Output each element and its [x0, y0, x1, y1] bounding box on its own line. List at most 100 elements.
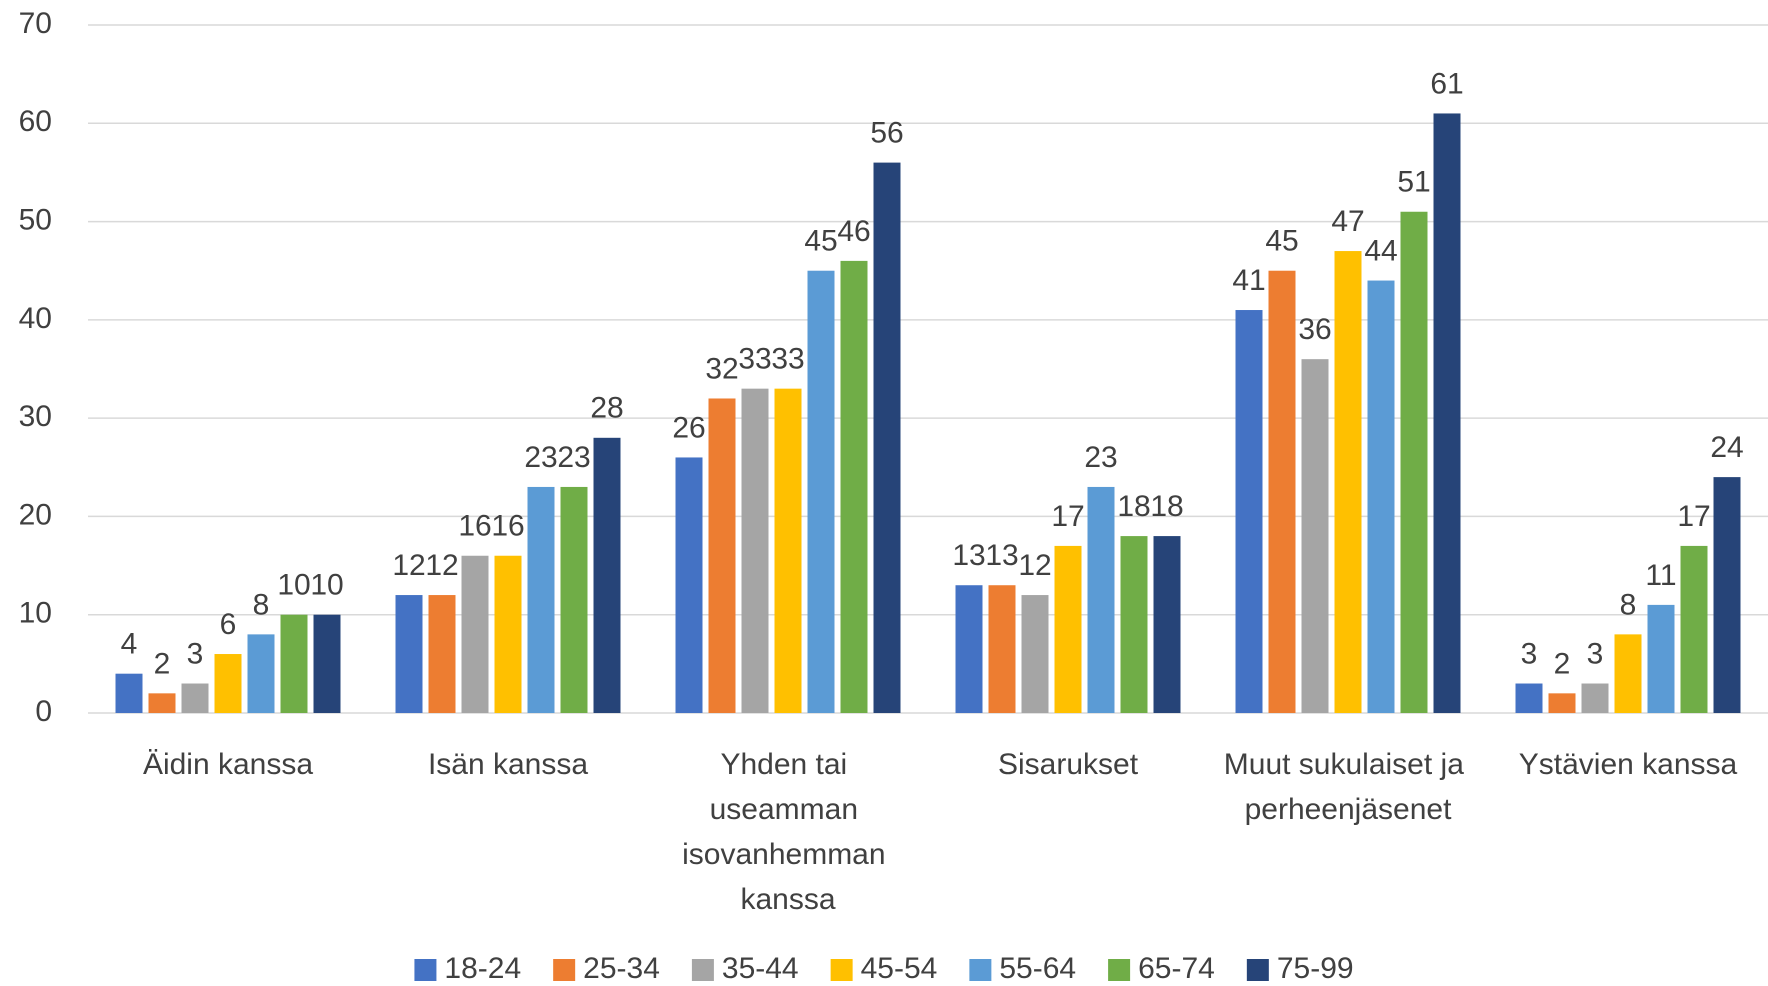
y-tick-label: 40: [19, 302, 52, 335]
bar: [1647, 604, 1675, 713]
bar: [1581, 683, 1609, 713]
x-tick-label: Äidin kanssa: [143, 748, 313, 781]
bar: [1367, 280, 1395, 713]
bar: [1614, 634, 1642, 713]
bar: [873, 162, 901, 714]
bar: [280, 614, 308, 713]
data-label: 16: [458, 510, 491, 543]
data-label: 3: [187, 637, 204, 670]
data-label: 10: [310, 569, 343, 602]
data-label: 12: [1018, 549, 1051, 582]
legend-label: 25-34: [583, 952, 660, 985]
x-tick-label: Yhden tai useamman isovanhemman kanssa: [682, 748, 894, 916]
data-label: 41: [1232, 264, 1265, 297]
bar: [1301, 359, 1329, 713]
bar: [1235, 310, 1263, 713]
bar: [1120, 536, 1148, 713]
legend-swatch: [414, 959, 437, 981]
data-label: 33: [771, 343, 804, 376]
legend-label: 35-44: [722, 952, 799, 985]
data-label: 13: [985, 539, 1018, 572]
data-label: 23: [524, 441, 557, 474]
bar: [395, 595, 423, 713]
bar: [1680, 545, 1708, 713]
y-tick-label: 20: [19, 498, 52, 531]
legend-label: 18-24: [444, 952, 521, 985]
data-label: 32: [705, 352, 738, 385]
bar: [988, 585, 1016, 713]
legend-swatch: [553, 959, 576, 981]
data-label: 3: [1587, 637, 1604, 670]
data-label: 45: [804, 225, 837, 258]
bar: [247, 634, 275, 713]
x-tick-label: Sisarukset: [998, 748, 1139, 781]
data-label: 3: [1521, 637, 1538, 670]
data-label: 23: [1084, 441, 1117, 474]
data-label: 16: [491, 510, 524, 543]
bar: [181, 683, 209, 713]
bar: [807, 270, 835, 713]
x-tick-label: Ystävien kanssa: [1519, 748, 1738, 781]
bar: [774, 388, 802, 713]
bar: [1515, 683, 1543, 713]
y-tick-label: 50: [19, 203, 52, 236]
y-tick-label: 60: [19, 105, 52, 138]
legend-swatch: [830, 959, 853, 981]
legend-label: 45-54: [861, 952, 938, 985]
bar: [527, 486, 555, 713]
bar: [1433, 113, 1461, 713]
bar: [1713, 477, 1741, 713]
bar: [1400, 211, 1428, 713]
bar: [593, 437, 621, 713]
bar: [1153, 536, 1181, 713]
data-label: 17: [1677, 500, 1710, 533]
bar: [1548, 693, 1576, 713]
bar: [1087, 486, 1115, 713]
bar: [1268, 270, 1296, 713]
bar: [560, 486, 588, 713]
legend-label: 55-64: [999, 952, 1076, 985]
y-tick-label: 30: [19, 400, 52, 433]
data-label: 18: [1117, 490, 1150, 523]
bar: [148, 693, 176, 713]
y-tick-label: 10: [19, 597, 52, 630]
data-label: 11: [1645, 559, 1676, 592]
data-label: 8: [253, 588, 270, 621]
data-label: 23: [557, 441, 590, 474]
x-tick-label: Isän kanssa: [428, 748, 588, 781]
data-label: 56: [870, 117, 903, 150]
data-label: 2: [1554, 647, 1571, 680]
data-label: 36: [1298, 313, 1331, 346]
data-label: 13: [952, 539, 985, 572]
data-label: 61: [1430, 67, 1463, 100]
legend-swatch: [1246, 959, 1269, 981]
bar: [115, 673, 143, 713]
bar: [675, 457, 703, 713]
bar: [494, 555, 522, 713]
legend-swatch: [691, 959, 714, 981]
data-label: 44: [1364, 234, 1397, 267]
y-tick-label: 0: [35, 695, 52, 728]
bar: [313, 614, 341, 713]
bar: [1021, 595, 1049, 713]
data-label: 8: [1620, 588, 1637, 621]
data-label: 12: [392, 549, 425, 582]
data-label: 47: [1331, 205, 1364, 238]
bar: [1054, 545, 1082, 713]
data-label: 45: [1265, 225, 1298, 258]
data-label: 2: [154, 647, 171, 680]
legend-swatch: [969, 959, 992, 981]
data-label: 51: [1397, 166, 1430, 199]
data-label: 17: [1051, 500, 1084, 533]
legend-label: 75-99: [1277, 952, 1354, 985]
data-label: 46: [837, 215, 870, 248]
x-tick-label: Muut sukulaiset ja perheenjäsenet: [1224, 748, 1472, 826]
data-label: 6: [220, 608, 237, 641]
data-label: 4: [121, 628, 138, 661]
legend-label: 65-74: [1138, 952, 1215, 985]
bar: [840, 260, 868, 713]
data-label: 28: [590, 392, 623, 425]
bar: [955, 585, 983, 713]
bar: [214, 654, 242, 713]
